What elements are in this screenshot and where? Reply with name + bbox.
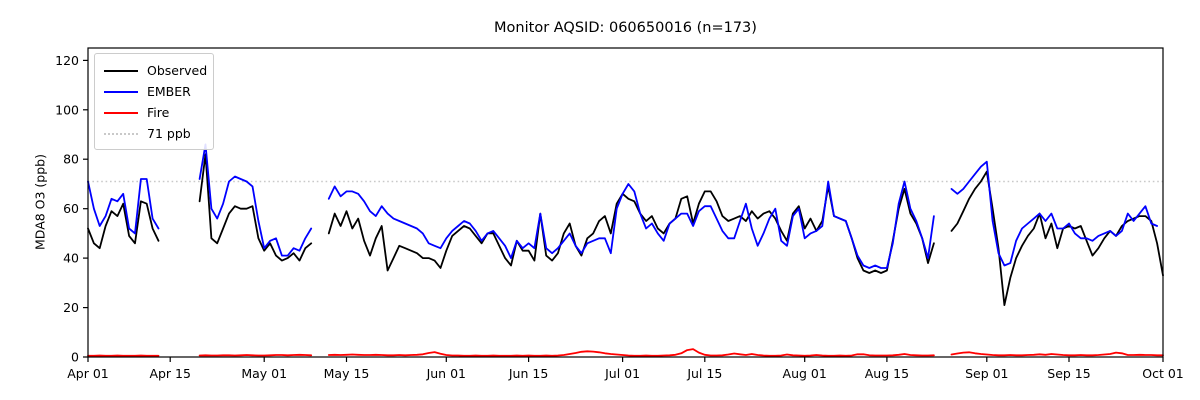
threshold-line-icon xyxy=(104,132,138,135)
y-tick-label: 100 xyxy=(55,102,79,117)
y-tick-label: 60 xyxy=(63,201,79,216)
observed-line-icon xyxy=(104,69,138,72)
series-fire xyxy=(87,348,1164,357)
y-tick-label: 120 xyxy=(55,53,79,68)
legend-label-fire: Fire xyxy=(147,105,170,120)
series-ember xyxy=(87,143,1158,269)
plot-frame xyxy=(87,47,1164,358)
legend-item-threshold: 71 ppb xyxy=(95,123,213,144)
legend-item-observed: Observed xyxy=(95,60,213,81)
x-tick-label: Apr 01 xyxy=(67,366,109,381)
legend-label-ember: EMBER xyxy=(147,84,191,99)
y-tick-label: 40 xyxy=(63,251,79,266)
legend-label-threshold: 71 ppb xyxy=(147,126,191,141)
x-tick-label: Apr 15 xyxy=(149,366,191,381)
x-tick-label: Sep 01 xyxy=(965,366,1008,381)
x-tick-label: Jul 01 xyxy=(604,366,640,381)
x-tick-label: Oct 01 xyxy=(1142,366,1184,381)
x-tick-label: Aug 15 xyxy=(865,366,909,381)
legend-label-observed: Observed xyxy=(147,63,208,78)
x-tick-label: Jul 15 xyxy=(686,366,722,381)
ember-line-icon xyxy=(104,90,138,93)
x-tick-label: May 15 xyxy=(324,366,370,381)
legend: Observed EMBER Fire 71 ppb xyxy=(94,53,214,150)
x-tick-label: Sep 15 xyxy=(1047,366,1090,381)
y-tick-label: 20 xyxy=(63,300,79,315)
x-tick-label: Jun 01 xyxy=(426,366,466,381)
fire-line-icon xyxy=(104,111,138,114)
y-tick-label: 0 xyxy=(71,350,79,365)
series-observed xyxy=(87,153,1164,306)
y-tick-label: 80 xyxy=(63,152,79,167)
x-tick-label: Jun 15 xyxy=(508,366,548,381)
legend-item-fire: Fire xyxy=(95,102,213,123)
x-tick-label: May 01 xyxy=(241,366,287,381)
chart-title: Monitor AQSID: 060650016 (n=173) xyxy=(494,20,757,36)
legend-item-ember: EMBER xyxy=(95,81,213,102)
x-tick-label: Aug 01 xyxy=(783,366,827,381)
